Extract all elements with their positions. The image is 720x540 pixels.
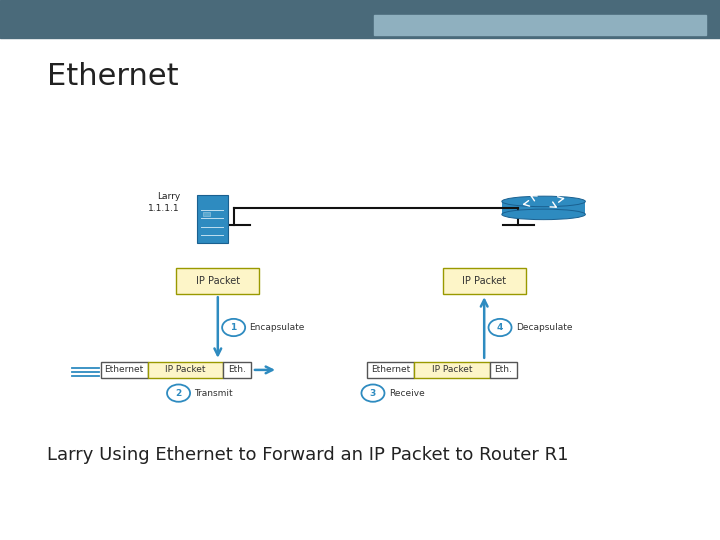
Text: Eth.: Eth. (495, 366, 512, 374)
Text: IP Packet: IP Packet (196, 276, 240, 286)
FancyBboxPatch shape (101, 362, 148, 378)
Text: Ethernet: Ethernet (47, 62, 179, 91)
FancyBboxPatch shape (197, 195, 228, 243)
Bar (0, 0, 720, 38)
Text: Larry Using Ethernet to Forward an IP Packet to Router R1: Larry Using Ethernet to Forward an IP Pa… (47, 446, 568, 463)
Ellipse shape (502, 196, 585, 207)
Circle shape (222, 319, 246, 336)
Bar (502, 201, 585, 214)
Text: 4: 4 (497, 323, 503, 332)
Text: Ethernet: Ethernet (371, 366, 410, 374)
Text: Decapsulate: Decapsulate (516, 323, 572, 332)
Text: IP Packet: IP Packet (165, 366, 206, 374)
FancyBboxPatch shape (414, 362, 490, 378)
Circle shape (489, 319, 511, 336)
Text: 2: 2 (176, 389, 181, 397)
FancyBboxPatch shape (148, 362, 223, 378)
Text: IP Packet: IP Packet (431, 366, 472, 374)
FancyBboxPatch shape (490, 362, 517, 378)
Bar (374, 15, 706, 35)
Ellipse shape (502, 209, 585, 220)
FancyBboxPatch shape (223, 362, 251, 378)
Text: 1: 1 (230, 323, 237, 332)
Text: 3: 3 (370, 389, 376, 397)
Text: Encapsulate: Encapsulate (250, 323, 305, 332)
FancyBboxPatch shape (443, 268, 526, 294)
Text: Transmit: Transmit (194, 389, 233, 397)
Text: Eth.: Eth. (228, 366, 246, 374)
Circle shape (167, 384, 190, 402)
FancyBboxPatch shape (176, 268, 259, 294)
Text: IP Packet: IP Packet (462, 276, 506, 286)
Text: Ethernet: Ethernet (104, 366, 144, 374)
Text: Larry
1.1.1.1: Larry 1.1.1.1 (148, 192, 180, 213)
Text: Receive: Receive (389, 389, 425, 397)
Circle shape (361, 384, 384, 402)
Text: R1: R1 (536, 221, 551, 231)
Bar (203, 212, 210, 217)
FancyBboxPatch shape (367, 362, 414, 378)
